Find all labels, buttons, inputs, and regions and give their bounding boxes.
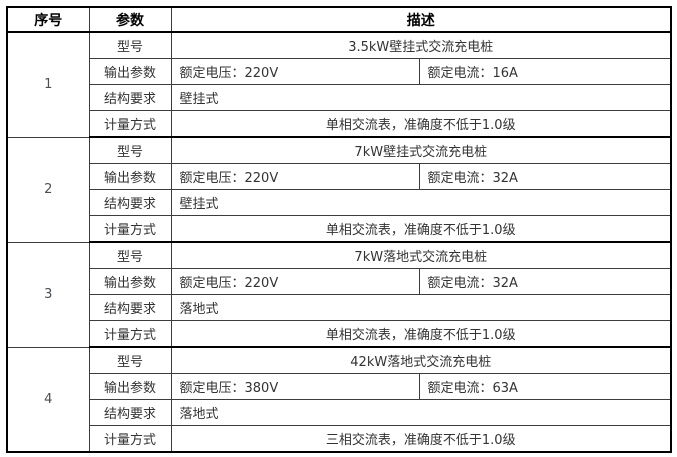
param-label-model-1: 型号 [88, 31, 172, 59]
table-row: 2 型号 7kW壁挂式交流充电桩 [6, 136, 672, 243]
header-desc: 描述 [170, 6, 672, 33]
metering-value-1: 单相交流表，准确度不低于1.0级 [170, 110, 672, 138]
model-value-4: 42kW落地式交流充电桩 [170, 346, 672, 374]
param-label-structure-1: 结构要求 [88, 84, 172, 111]
table-row: 结构要求 落地式 [7, 399, 672, 426]
spec-table: 序号 参数 描述 1 型号 3.5kW壁挂式交流充电桩 输出参数 额定电压：22… [6, 6, 672, 453]
table-row: 3 型号 7kW落地式交流充电桩 [6, 241, 672, 348]
current-value-2: 额定电流：32A [418, 163, 672, 190]
table-row: 结构要求 壁挂式 [7, 84, 672, 111]
table-row: 输出参数 额定电压：380V 额定电流：63A [7, 373, 672, 400]
header-param: 参数 [88, 6, 172, 33]
serial-number-3: 3 [6, 241, 90, 348]
param-label-metering-2: 计量方式 [88, 215, 172, 243]
serial-number-1: 1 [6, 31, 90, 138]
serial-number-4: 4 [6, 346, 90, 453]
model-value-3: 7kW落地式交流充电桩 [170, 241, 672, 269]
table-row: 计量方式 三相交流表，准确度不低于1.0级 [7, 425, 672, 453]
table-row: 计量方式 单相交流表，准确度不低于1.0级 [7, 110, 672, 138]
structure-value-1: 壁挂式 [170, 84, 672, 111]
voltage-value-3: 额定电压：220V [170, 268, 420, 295]
table-row: 计量方式 单相交流表，准确度不低于1.0级 [7, 215, 672, 243]
param-label-model-2: 型号 [88, 136, 172, 164]
metering-value-3: 单相交流表，准确度不低于1.0级 [170, 320, 672, 348]
current-value-1: 额定电流：16A [418, 58, 672, 85]
param-label-metering-4: 计量方式 [88, 425, 172, 453]
param-label-metering-3: 计量方式 [88, 320, 172, 348]
param-label-output-3: 输出参数 [88, 268, 172, 295]
param-label-output-1: 输出参数 [88, 58, 172, 85]
table-row: 4 型号 42kW落地式交流充电桩 [6, 346, 672, 453]
structure-value-3: 落地式 [170, 294, 672, 321]
table-row: 输出参数 额定电压：220V 额定电流：16A [7, 58, 672, 85]
model-value-1: 3.5kW壁挂式交流充电桩 [170, 31, 672, 59]
param-label-output-4: 输出参数 [88, 373, 172, 400]
voltage-value-1: 额定电压：220V [170, 58, 420, 85]
table-row: 输出参数 额定电压：220V 额定电流：32A [7, 268, 672, 295]
param-label-structure-2: 结构要求 [88, 189, 172, 216]
current-value-3: 额定电流：32A [418, 268, 672, 295]
structure-value-4: 落地式 [170, 399, 672, 426]
table-header-row: 序号 参数 描述 [6, 6, 672, 33]
table-row: 输出参数 额定电压：220V 额定电流：32A [7, 163, 672, 190]
table-row: 1 型号 3.5kW壁挂式交流充电桩 [6, 31, 672, 138]
serial-number-2: 2 [6, 136, 90, 243]
current-value-4: 额定电流：63A [418, 373, 672, 400]
param-label-model-4: 型号 [88, 346, 172, 374]
param-label-metering-1: 计量方式 [88, 110, 172, 138]
model-value-2: 7kW壁挂式交流充电桩 [170, 136, 672, 164]
table-row: 计量方式 单相交流表，准确度不低于1.0级 [7, 320, 672, 348]
metering-value-2: 单相交流表，准确度不低于1.0级 [170, 215, 672, 243]
table-row: 结构要求 落地式 [7, 294, 672, 321]
param-label-model-3: 型号 [88, 241, 172, 269]
table-row: 结构要求 壁挂式 [7, 189, 672, 216]
param-label-structure-3: 结构要求 [88, 294, 172, 321]
param-label-output-2: 输出参数 [88, 163, 172, 190]
header-serial: 序号 [6, 6, 90, 33]
voltage-value-4: 额定电压：380V [170, 373, 420, 400]
voltage-value-2: 额定电压：220V [170, 163, 420, 190]
param-label-structure-4: 结构要求 [88, 399, 172, 426]
structure-value-2: 壁挂式 [170, 189, 672, 216]
metering-value-4: 三相交流表，准确度不低于1.0级 [170, 425, 672, 453]
